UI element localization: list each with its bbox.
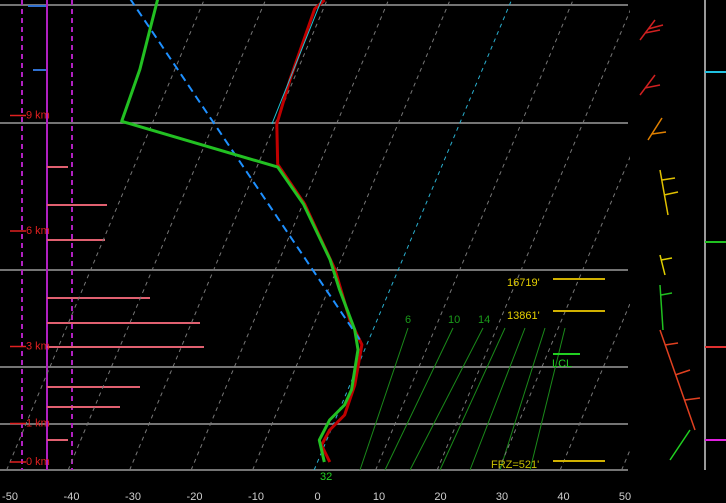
axes: -50 -40 -30 -20 -10 0 10 20 30 40 50 0 km 1 km 3 km 6 … — [2, 109, 631, 503]
annotation: 32 — [320, 471, 332, 483]
wind-barb — [647, 117, 667, 141]
isotherm — [313, 0, 513, 470]
x-tick-label: -10 — [248, 491, 264, 503]
height-label: 3 km — [26, 340, 50, 352]
x-tick-label: -30 — [125, 491, 141, 503]
x-tick-label: 40 — [557, 491, 569, 503]
x-tick-label: 30 — [496, 491, 508, 503]
x-tick-label: 10 — [373, 491, 385, 503]
mixing-ratio-line — [384, 327, 454, 471]
x-tick-label: -50 — [2, 491, 18, 503]
isotherm — [67, 0, 267, 470]
mixing-ratio-label: 6 — [405, 314, 411, 326]
wind-barb — [659, 284, 673, 331]
mixing-ratio-label: 14 — [478, 314, 490, 326]
height-label: 1 km — [26, 417, 50, 429]
mixing-ratio-line — [529, 327, 566, 471]
mixing-ratio-line — [439, 327, 506, 471]
profile-line — [120, 0, 360, 463]
annotation: FRZ=521' — [491, 459, 539, 471]
wind-barb — [659, 254, 673, 276]
isotherm — [129, 0, 328, 470]
isotherm — [436, 9, 630, 470]
annotation: LCL — [552, 358, 572, 370]
wind-barb — [639, 74, 661, 96]
annotation: 13861' — [507, 310, 540, 322]
traces — [120, 0, 364, 463]
height-label: 0 km — [26, 456, 50, 468]
x-tick-label: 0 — [314, 491, 320, 503]
x-tick-label: 50 — [619, 491, 631, 503]
mixing-ratio-line — [409, 327, 484, 471]
annotation: 16719' — [507, 277, 540, 289]
isotherms — [6, 0, 630, 470]
height-label: 9 km — [26, 109, 50, 121]
left-profile-bars — [28, 5, 204, 441]
wind-barb — [659, 169, 679, 216]
isotherm — [375, 0, 574, 470]
profile-line — [271, 0, 322, 125]
wind-barb — [639, 19, 664, 41]
x-tick-label: -20 — [187, 491, 203, 503]
annotations: 16719' 13861' LCL FRZ=521' 32 6 10 14 — [320, 277, 605, 483]
wind-barb — [659, 329, 701, 431]
magenta-guides — [21, 0, 73, 470]
height-label: 6 km — [26, 225, 50, 237]
profile-line — [129, 0, 361, 341]
isotherm — [252, 0, 451, 470]
isotherm — [6, 0, 205, 470]
isotherm — [190, 0, 390, 470]
mixing-ratio-line — [499, 327, 546, 471]
x-tick-label: -40 — [64, 491, 80, 503]
wind-barbs — [639, 0, 726, 470]
mixing-ratio-lines — [359, 327, 566, 471]
mixing-ratio-line — [469, 327, 526, 471]
mixing-ratio-label: 10 — [448, 314, 460, 326]
x-tick-label: 20 — [434, 491, 446, 503]
mixing-ratio-line — [359, 327, 409, 471]
wind-barb — [669, 429, 691, 461]
